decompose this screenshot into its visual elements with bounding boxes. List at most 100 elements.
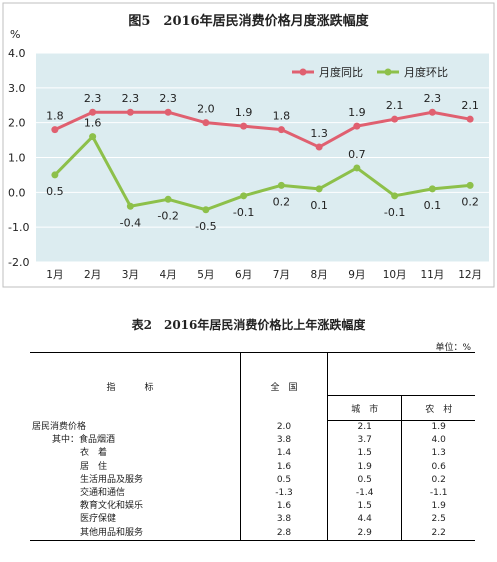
- data-label: 1.9: [235, 106, 253, 119]
- table-title: 表2 2016年居民消费价格比上年涨跌幅度: [131, 318, 366, 332]
- data-label: 0.2: [273, 195, 291, 208]
- data-label: -0.1: [233, 206, 254, 219]
- row-label: 居 住: [30, 460, 241, 474]
- y-tick-label: 3.0: [8, 82, 26, 95]
- cell-rural: 0.2: [431, 474, 446, 485]
- row-label: 生活用品及服务: [30, 473, 241, 487]
- x-tick-label: 8月: [311, 269, 328, 281]
- cell-city: 2.1: [327, 420, 403, 435]
- chart-title: 图5 2016年居民消费价格月度涨跌幅度: [128, 14, 369, 29]
- cell-city: 2.9: [327, 526, 403, 541]
- cell-national: 2.0: [240, 420, 328, 435]
- cell-national: 3.8: [240, 434, 328, 448]
- data-point: [315, 185, 323, 193]
- y-tick-label: 2.0: [8, 117, 26, 130]
- cell-rural: 0.6: [431, 461, 446, 472]
- y-tick-label: -1.0: [8, 221, 29, 234]
- cell-city: 4.4: [327, 513, 403, 527]
- header-national: 全 国: [240, 352, 328, 421]
- cell-rural: 2.5: [431, 514, 446, 525]
- x-tick-label: 2月: [84, 269, 101, 281]
- data-label: 0.7: [348, 148, 366, 161]
- data-label: 2.3: [159, 92, 177, 105]
- row-label: 其中：食品烟酒: [30, 434, 241, 448]
- cell-rural: 4.0: [431, 435, 446, 446]
- data-label: 0.1: [424, 199, 442, 212]
- y-tick-label: 4.0: [8, 47, 26, 60]
- table-row: 其他用品和服务 2.8 2.9 2.2: [30, 526, 475, 541]
- cell-city: 1.5: [327, 500, 403, 514]
- data-label: 1.8: [273, 110, 291, 123]
- data-label: 0.5: [46, 185, 64, 198]
- line-chart: 4.0 3.0 2.0 1.0 0.0 -1.0 -2.0% 1月 2月 3月 4月 5月 6月 7月 8月…: [2, 2, 495, 288]
- data-point: [51, 126, 59, 134]
- data-point: [89, 133, 97, 141]
- data-label: 1.9: [348, 106, 366, 119]
- price-change-table: 指 标 全 国 城 市 农 村 居民消费价格 2.0 2.1 1.9 其中：食品烟酒 3.…: [30, 352, 475, 541]
- cell-rural: 1.9: [431, 422, 446, 433]
- table-row: 教育文化和娱乐 1.6 1.5 1.9: [30, 500, 475, 514]
- header-indicator: 指 标: [30, 352, 241, 421]
- header-spacer: [327, 352, 475, 396]
- data-label: 2.3: [122, 92, 140, 105]
- cell-national: 1.6: [240, 460, 328, 474]
- x-tick-label: 6月: [235, 269, 252, 281]
- data-label: 1.3: [310, 127, 328, 140]
- data-label: -0.4: [120, 216, 141, 229]
- x-tick-label: 3月: [122, 269, 139, 281]
- data-point: [315, 143, 323, 151]
- y-axis-unit: %: [10, 28, 20, 41]
- x-tick-label: 10月: [383, 269, 407, 281]
- x-tick-label: 11月: [420, 269, 444, 281]
- chart-panel: 4.0 3.0 2.0 1.0 0.0 -1.0 -2.0% 1月 2月 3月 4月 5月 6月 7月 8月…: [2, 2, 495, 288]
- x-tick-label: 5月: [197, 269, 214, 281]
- data-label: 0.1: [310, 199, 328, 212]
- cell-city: 1.9: [327, 460, 403, 474]
- row-label: 衣 着: [30, 447, 241, 461]
- data-point: [202, 119, 210, 127]
- table-row: 居民消费价格 2.0 2.1 1.9: [30, 420, 475, 435]
- series-line-2: [53, 135, 471, 212]
- data-point: [428, 108, 436, 116]
- data-label: 1.6: [84, 117, 102, 130]
- y-tick-label: 1.0: [8, 152, 26, 165]
- row-label: 医疗保健: [30, 513, 241, 527]
- data-label: -0.1: [384, 206, 405, 219]
- cell-rural: 1.9: [431, 501, 446, 512]
- cell-national: 2.8: [240, 526, 328, 541]
- legend-label: 月度同比: [319, 65, 363, 79]
- data-point: [391, 115, 399, 123]
- data-label: 2.1: [386, 99, 404, 112]
- x-tick-label: 12月: [458, 269, 482, 281]
- row-label: 教育文化和娱乐: [30, 500, 241, 514]
- data-point: [51, 171, 59, 179]
- cell-national: -1.3: [240, 486, 328, 501]
- cell-rural: 2.2: [401, 526, 475, 541]
- data-label: 2.3: [424, 92, 442, 105]
- data-point: [164, 108, 172, 116]
- cell-national: 0.5: [240, 473, 328, 487]
- data-label: 2.1: [461, 99, 479, 112]
- table-row: 衣 着 1.4 1.5 1.3: [30, 447, 475, 461]
- cell-city: 3.7: [327, 434, 403, 448]
- cell-national: 1.6: [240, 500, 328, 514]
- x-tick-label: 1月: [46, 269, 63, 281]
- table-row: 生活用品及服务 0.5 0.5 0.2: [30, 473, 475, 487]
- chart-frame: [2, 2, 495, 288]
- cell-city: 0.5: [327, 473, 403, 487]
- row-label: 居民消费价格: [30, 420, 241, 435]
- data-point: [240, 122, 248, 130]
- legend-label: 月度环比: [404, 65, 448, 79]
- table-row: 其中：食品烟酒 3.8 3.7 4.0: [30, 434, 475, 448]
- series-line-1: [54, 110, 471, 149]
- cell-national: 3.8: [240, 513, 328, 527]
- cell-national: 1.4: [240, 447, 328, 461]
- data-label: -0.2: [157, 209, 178, 222]
- row-label: 其他用品和服务: [30, 526, 241, 541]
- data-point: [353, 122, 361, 130]
- data-label: 1.8: [46, 110, 64, 123]
- legend-marker: [299, 68, 307, 76]
- data-point: [240, 192, 248, 200]
- data-label: 2.0: [197, 103, 215, 116]
- cell-city: -1.4: [327, 486, 403, 501]
